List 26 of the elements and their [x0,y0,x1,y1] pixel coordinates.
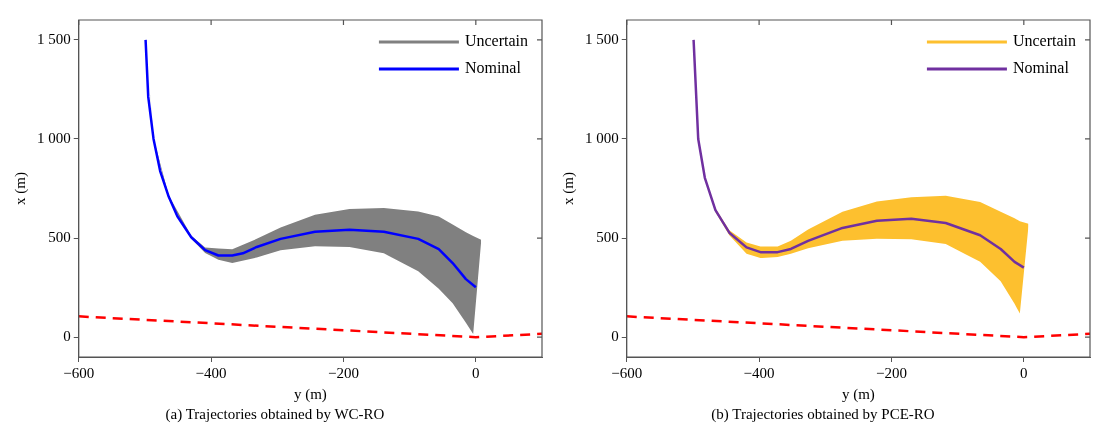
x-tick-label: −400 [195,364,227,381]
y-tick-label: 1 500 [585,30,619,47]
x-tick-label: −400 [743,364,775,381]
y-axis-title: x (m) [559,172,577,205]
legend-label: Uncertain [464,32,528,50]
text: (b) Trajectories obtained by PCE-RO [711,405,935,423]
legend-label: Nominal [1012,59,1070,77]
x-tick-label: −200 [875,364,907,381]
y-tick-label: 0 [63,328,71,345]
y-tick-label: 1 000 [585,129,619,146]
x-tick-label: 0 [472,364,480,381]
x-tick-label: −600 [63,364,95,381]
x-axis-title: y (m) [293,385,327,403]
x-tick-label: −200 [327,364,359,381]
y-tick-label: 1 500 [37,30,71,47]
y-tick-label: 500 [596,229,619,245]
y-axis-title: x (m) [11,172,29,205]
x-axis-title: y (m) [841,385,875,403]
legend-label: Uncertain [1012,32,1076,50]
x-tick-label: −600 [611,364,643,381]
y-tick-label: 500 [48,229,71,245]
legend-label: Nominal [464,59,522,77]
x-tick-label: 0 [1020,364,1028,381]
y-tick-label: 0 [611,328,619,345]
text: (a) Trajectories obtained by WC-RO [165,405,385,423]
y-tick-label: 1 000 [37,129,71,146]
